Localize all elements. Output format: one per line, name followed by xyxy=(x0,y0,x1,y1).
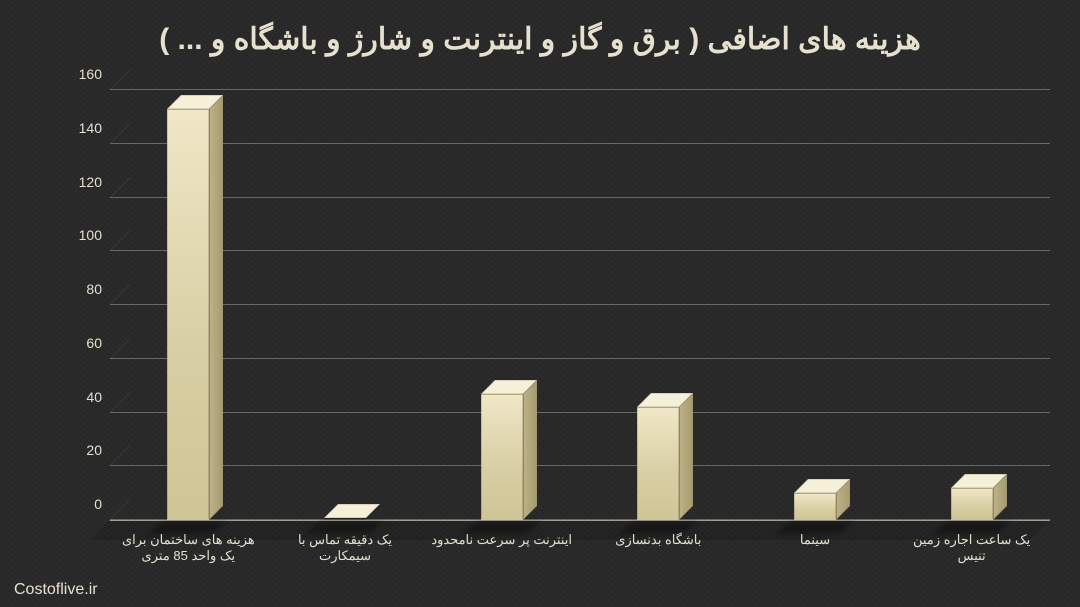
chart-y-tick-label: 80 xyxy=(70,281,102,297)
chart-bar xyxy=(951,488,993,520)
chart-bar xyxy=(481,394,523,520)
attribution-text: Costoflive.ir xyxy=(14,581,98,599)
chart-y-tick-label: 60 xyxy=(70,335,102,351)
chart-x-tick-label: یک دقیقه تماس با سیمکارت xyxy=(271,532,420,565)
chart-x-tick-label: هزینه های ساختمان برای یک واحد 85 متری xyxy=(114,532,263,565)
chart-y-tick-label: 0 xyxy=(70,496,102,512)
chart-bar xyxy=(167,109,209,520)
chart-y-tick-label: 40 xyxy=(70,389,102,405)
chart-bar xyxy=(637,407,679,520)
chart-x-axis xyxy=(110,520,1050,521)
chart-y-tick-label: 120 xyxy=(70,174,102,190)
chart-y-tick-label: 100 xyxy=(70,227,102,243)
chart-y-tick-label: 20 xyxy=(70,442,102,458)
chart-x-tick-label: اینترنت پر سرعت نامحدود xyxy=(427,532,576,548)
chart-y-tick-label: 160 xyxy=(70,66,102,82)
chart-container: 020406080100120140160 هزینه های ساختمان … xyxy=(80,90,1050,520)
chart-bars xyxy=(110,90,1050,520)
chart-x-tick-label: سینما xyxy=(741,532,890,548)
chart-x-tick-label: باشگاه بدنسازی xyxy=(584,532,733,548)
chart-x-labels: هزینه های ساختمان برای یک واحد 85 مترییک… xyxy=(110,532,1050,572)
chart-y-tick-label: 140 xyxy=(70,120,102,136)
chart-bar xyxy=(324,518,366,520)
chart-bar xyxy=(794,493,836,520)
chart-title: هزینه های اضافی ( برق و گاز و اینترنت و … xyxy=(0,0,1080,71)
chart-x-tick-label: یک ساعت اجاره زمین تنیس xyxy=(897,532,1046,565)
